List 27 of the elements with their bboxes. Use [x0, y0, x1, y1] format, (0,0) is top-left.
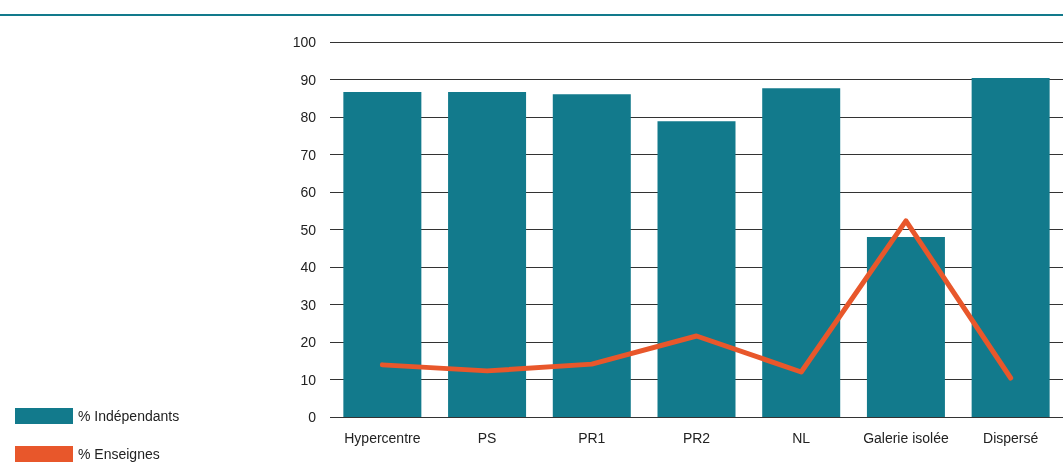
y-tick-label: 30 [300, 296, 317, 313]
x-tick-label: NL [792, 430, 811, 446]
bar [448, 91, 527, 417]
legend-label: % Enseignes [78, 446, 160, 462]
legend-label: % Indépendants [78, 408, 180, 424]
y-tick-label: 100 [292, 34, 317, 50]
bar [657, 121, 736, 417]
x-tick-label: Galerie isolée [863, 430, 949, 446]
y-tick-label: 90 [300, 71, 317, 88]
y-tick-label: 0 [308, 409, 317, 425]
y-tick-label: 40 [300, 259, 317, 275]
y-tick-label: 20 [300, 334, 317, 350]
bar [343, 91, 422, 417]
bar [762, 88, 841, 417]
x-tick-label: PR2 [682, 430, 711, 446]
bar [552, 94, 631, 417]
x-tick-label: Dispersé [983, 430, 1039, 446]
x-tick-label: PS [477, 430, 497, 446]
y-tick-label: 70 [300, 146, 317, 163]
y-tick-label: 80 [300, 109, 317, 125]
bar [971, 78, 1050, 417]
x-tick-label: Hypercentre [344, 430, 421, 446]
x-tick-label: PR1 [578, 430, 606, 446]
y-tick-label: 60 [300, 184, 317, 200]
bar [866, 237, 945, 417]
y-tick-label: 50 [300, 221, 317, 238]
y-tick-label: 10 [300, 371, 317, 388]
